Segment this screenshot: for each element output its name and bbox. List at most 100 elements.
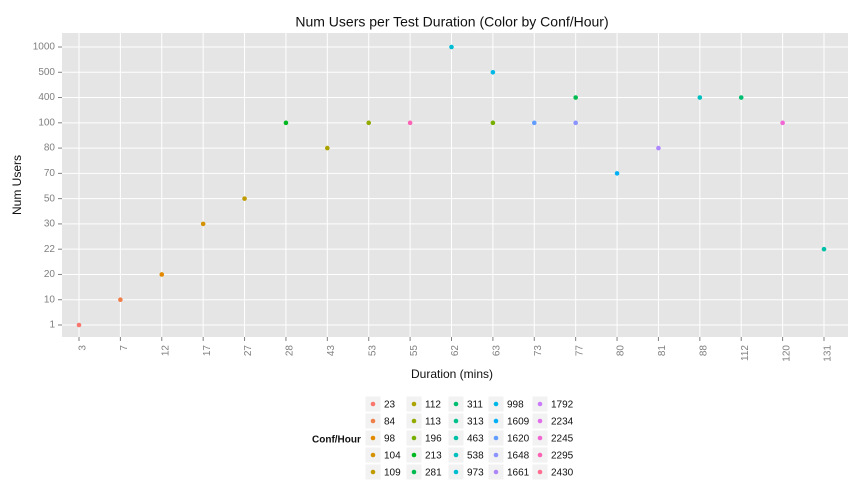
- legend-marker: [370, 418, 376, 424]
- y-tick-label: 10: [44, 294, 56, 305]
- chart-title: Num Users per Test Duration (Color by Co…: [295, 14, 608, 30]
- legend-marker: [537, 469, 543, 475]
- x-tick-label: 63: [492, 345, 503, 357]
- legend-label: 23: [384, 400, 396, 411]
- legend-label: 213: [425, 451, 442, 462]
- legend-marker: [370, 469, 376, 475]
- y-tick-label: 20: [44, 269, 56, 280]
- y-tick-label: 50: [44, 193, 56, 204]
- point: [407, 120, 413, 126]
- legend-label: 196: [425, 434, 442, 445]
- x-tick-label: 27: [243, 345, 254, 357]
- x-tick-label: 131: [823, 345, 834, 362]
- x-tick-label: 55: [409, 345, 420, 357]
- legend-label: 973: [467, 468, 484, 479]
- x-tick-label: 7: [119, 345, 130, 351]
- x-tick-label: 43: [326, 345, 337, 357]
- plot-panel: [62, 33, 848, 337]
- point: [697, 95, 703, 100]
- point: [76, 322, 82, 328]
- legend-marker: [493, 469, 499, 475]
- x-tick-label: 88: [698, 345, 709, 357]
- point: [200, 221, 206, 227]
- legend-label: 112: [425, 400, 441, 411]
- legend-label: 463: [467, 434, 484, 445]
- legend-label: 104: [384, 451, 401, 462]
- legend-marker: [453, 418, 459, 424]
- y-tick-label: 30: [44, 219, 56, 230]
- legend-marker: [411, 452, 417, 458]
- x-tick-label: 81: [657, 345, 668, 357]
- point: [573, 120, 578, 126]
- legend-marker: [537, 452, 543, 458]
- legend-label: 2295: [551, 451, 574, 462]
- x-axis-title: Duration (mins): [411, 367, 493, 381]
- point: [573, 95, 578, 100]
- x-tick-label: 112: [740, 345, 751, 361]
- legend-label: 998: [507, 400, 524, 411]
- legend-marker: [370, 452, 376, 458]
- legend-label: 1648: [507, 451, 530, 462]
- legend-marker: [411, 435, 417, 441]
- legend-marker: [493, 401, 499, 407]
- legend-marker: [493, 452, 499, 458]
- legend-marker: [370, 435, 376, 441]
- legend-label: 84: [384, 417, 396, 428]
- point: [490, 120, 496, 126]
- point: [821, 246, 827, 252]
- legend-label: 281: [425, 468, 442, 479]
- legend-label: 109: [384, 468, 401, 479]
- legend-marker: [453, 435, 459, 441]
- legend-label: 98: [384, 434, 396, 445]
- x-tick-label: 12: [160, 345, 171, 357]
- legend-label: 1792: [551, 400, 574, 411]
- y-tick-label: 1: [49, 320, 55, 331]
- point: [738, 95, 744, 100]
- x-tick-label: 3: [78, 345, 89, 351]
- point: [283, 120, 289, 126]
- y-tick-label: 80: [44, 143, 56, 154]
- point: [780, 120, 785, 126]
- legend-label: 1620: [507, 434, 530, 445]
- x-tick-label: 73: [533, 345, 544, 357]
- legend-marker: [537, 435, 543, 441]
- legend-marker: [493, 418, 499, 424]
- point: [325, 145, 330, 151]
- x-tick-label: 28: [285, 345, 296, 357]
- point: [614, 171, 620, 176]
- point: [490, 69, 496, 75]
- legend-marker: [537, 401, 543, 407]
- legend-label: 1661: [507, 468, 530, 479]
- point: [449, 44, 454, 50]
- y-tick-label: 100: [38, 117, 55, 128]
- x-tick-label: 53: [367, 345, 378, 357]
- legend-marker: [453, 401, 459, 407]
- legend-label: 313: [467, 417, 484, 428]
- legend-marker: [411, 469, 417, 475]
- legend-label: 113: [425, 417, 441, 428]
- legend-marker: [453, 452, 459, 458]
- legend-marker: [537, 418, 543, 424]
- legend-label: 538: [467, 451, 484, 462]
- y-tick-label: 400: [38, 92, 55, 103]
- legend-label: 2234: [551, 417, 574, 428]
- x-tick-label: 77: [574, 345, 585, 357]
- x-tick-label: 80: [616, 345, 627, 357]
- legend-label: 1609: [507, 417, 530, 428]
- x-tick-label: 120: [781, 345, 792, 362]
- legend-marker: [453, 469, 459, 475]
- legend-marker: [493, 435, 499, 441]
- point: [159, 272, 165, 277]
- legend-label: 2245: [551, 434, 574, 445]
- point: [242, 196, 247, 201]
- point: [656, 145, 661, 151]
- legend-label: 2430: [551, 468, 574, 479]
- x-tick-label: 62: [450, 345, 461, 357]
- legend-marker: [411, 401, 417, 407]
- point: [531, 120, 537, 126]
- y-axis-title: Num Users: [10, 155, 24, 215]
- y-tick-label: 500: [38, 67, 55, 78]
- point: [118, 297, 123, 303]
- legend-title: Conf/Hour: [312, 435, 361, 446]
